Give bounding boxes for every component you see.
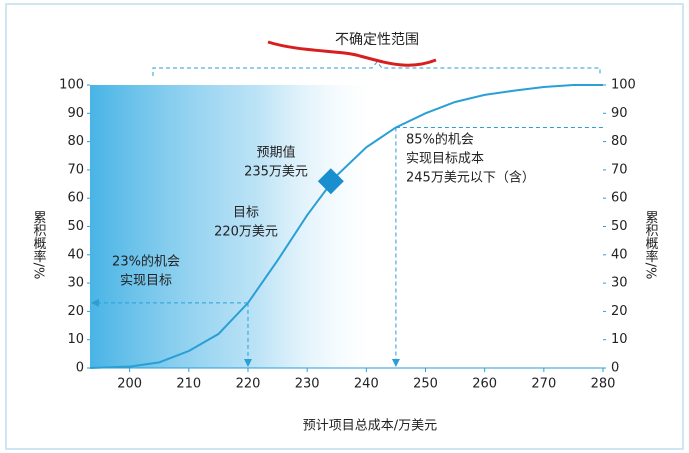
x-tick-label: 250	[413, 377, 438, 392]
y2-tick-label: 60	[611, 191, 628, 206]
y2-tick-label: 70	[611, 162, 628, 177]
x-tick-label: 200	[117, 377, 142, 392]
annotation: 220万美元	[214, 225, 278, 240]
y-tick-label: 50	[67, 219, 84, 234]
x-tick-label: 210	[176, 377, 201, 392]
y2-tick-label: 30	[611, 276, 628, 291]
y-tick-label: 70	[67, 162, 84, 177]
y-tick-label: 20	[67, 304, 84, 319]
annotation: 23%的机会	[112, 254, 180, 270]
y2-tick-label: 80	[611, 134, 628, 149]
annotation: 目标	[233, 206, 259, 221]
y2-tick-label: 90	[611, 106, 628, 121]
y2-tick-label: 20	[611, 304, 628, 319]
y-tick-label: 60	[67, 191, 84, 206]
y-tick-label: 0	[76, 361, 84, 376]
y-tick-label: 10	[67, 332, 84, 347]
y2-tick-label: 50	[611, 219, 628, 234]
range-bracket	[152, 61, 601, 76]
annotation: 实现目标	[120, 274, 172, 289]
curve	[89, 84, 603, 369]
y-tick-label: 80	[67, 134, 84, 149]
x-tick-label: 220	[236, 377, 261, 392]
handwritten-mark	[267, 40, 437, 67]
y2-tick-label: 100	[611, 78, 636, 93]
y-axis-label: 累积概率/%	[31, 211, 47, 280]
y2-axis-label: 累积概率/%	[643, 211, 659, 280]
y-tick-label: 40	[67, 247, 84, 262]
y-tick-label: 100	[59, 78, 84, 93]
frame	[5, 3, 684, 450]
x-tick-label: 260	[472, 377, 497, 392]
annotation: 235万美元	[244, 165, 308, 180]
y2-tick-label: 0	[611, 361, 619, 376]
x-tick-label: 230	[295, 377, 320, 392]
annotation: 实现目标成本	[406, 152, 484, 167]
expected-point	[317, 168, 344, 195]
x-axis-label: 预计项目总成本/万美元	[303, 419, 437, 434]
y2-tick-label: 40	[611, 247, 628, 262]
chart-title: 不确定性范围	[335, 31, 419, 48]
x-tick-label: 270	[531, 377, 556, 392]
x-tick-label: 280	[591, 377, 616, 392]
y-tick-label: 30	[67, 276, 84, 291]
annotation: 预期值	[256, 145, 295, 161]
y2-tick-label: 10	[611, 332, 628, 347]
annotation: 245万美元以下（含）	[406, 170, 535, 186]
annotation: 85%的机会	[406, 132, 474, 148]
x-tick-label: 240	[354, 377, 379, 392]
y-tick-label: 90	[67, 106, 84, 121]
